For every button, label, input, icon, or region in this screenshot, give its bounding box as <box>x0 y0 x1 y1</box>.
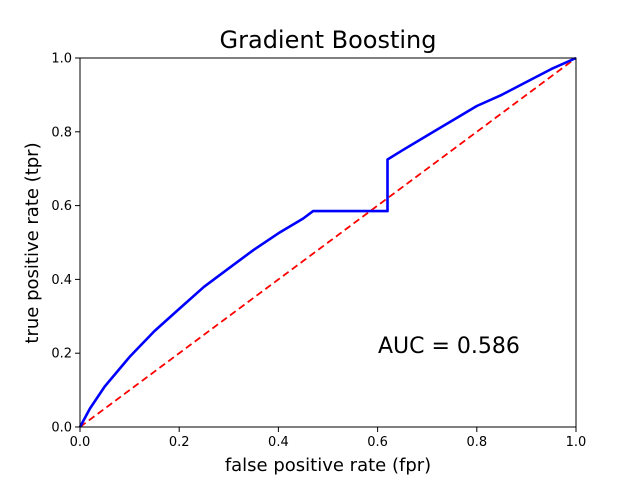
y-axis-label: true positive rate (tpr) <box>22 142 43 343</box>
y-tick-label: 0.8 <box>51 125 72 140</box>
x-tick-label: 0.6 <box>367 435 388 450</box>
x-tick-label: 1.0 <box>566 435 587 450</box>
plot-frame <box>79 57 577 428</box>
y-tick-label: 1.0 <box>51 52 72 67</box>
y-axis-ticks: 0.0 0.2 0.4 0.6 0.8 1.0 <box>51 52 80 436</box>
chart-title: Gradient Boosting <box>220 26 437 54</box>
y-tick-label: 0.2 <box>51 347 72 362</box>
roc-curve-line <box>78 56 577 428</box>
y-tick-label: 0.6 <box>51 199 72 214</box>
auc-annotation: AUC = 0.586 <box>378 334 520 359</box>
x-tick-label: 0.0 <box>70 435 91 450</box>
x-axis-ticks: 0.0 0.2 0.4 0.6 0.8 1.0 <box>70 427 587 450</box>
y-tick-label: 0.0 <box>51 421 72 436</box>
plot-area <box>78 56 577 428</box>
x-axis-label: false positive rate (fpr) <box>225 455 431 476</box>
series-layer <box>78 56 577 428</box>
chance-diagonal-line <box>79 57 577 428</box>
x-tick-label: 0.4 <box>268 435 289 450</box>
x-tick-label: 0.2 <box>169 435 190 450</box>
y-tick-label: 0.4 <box>51 273 72 288</box>
x-tick-label: 0.8 <box>466 435 487 450</box>
